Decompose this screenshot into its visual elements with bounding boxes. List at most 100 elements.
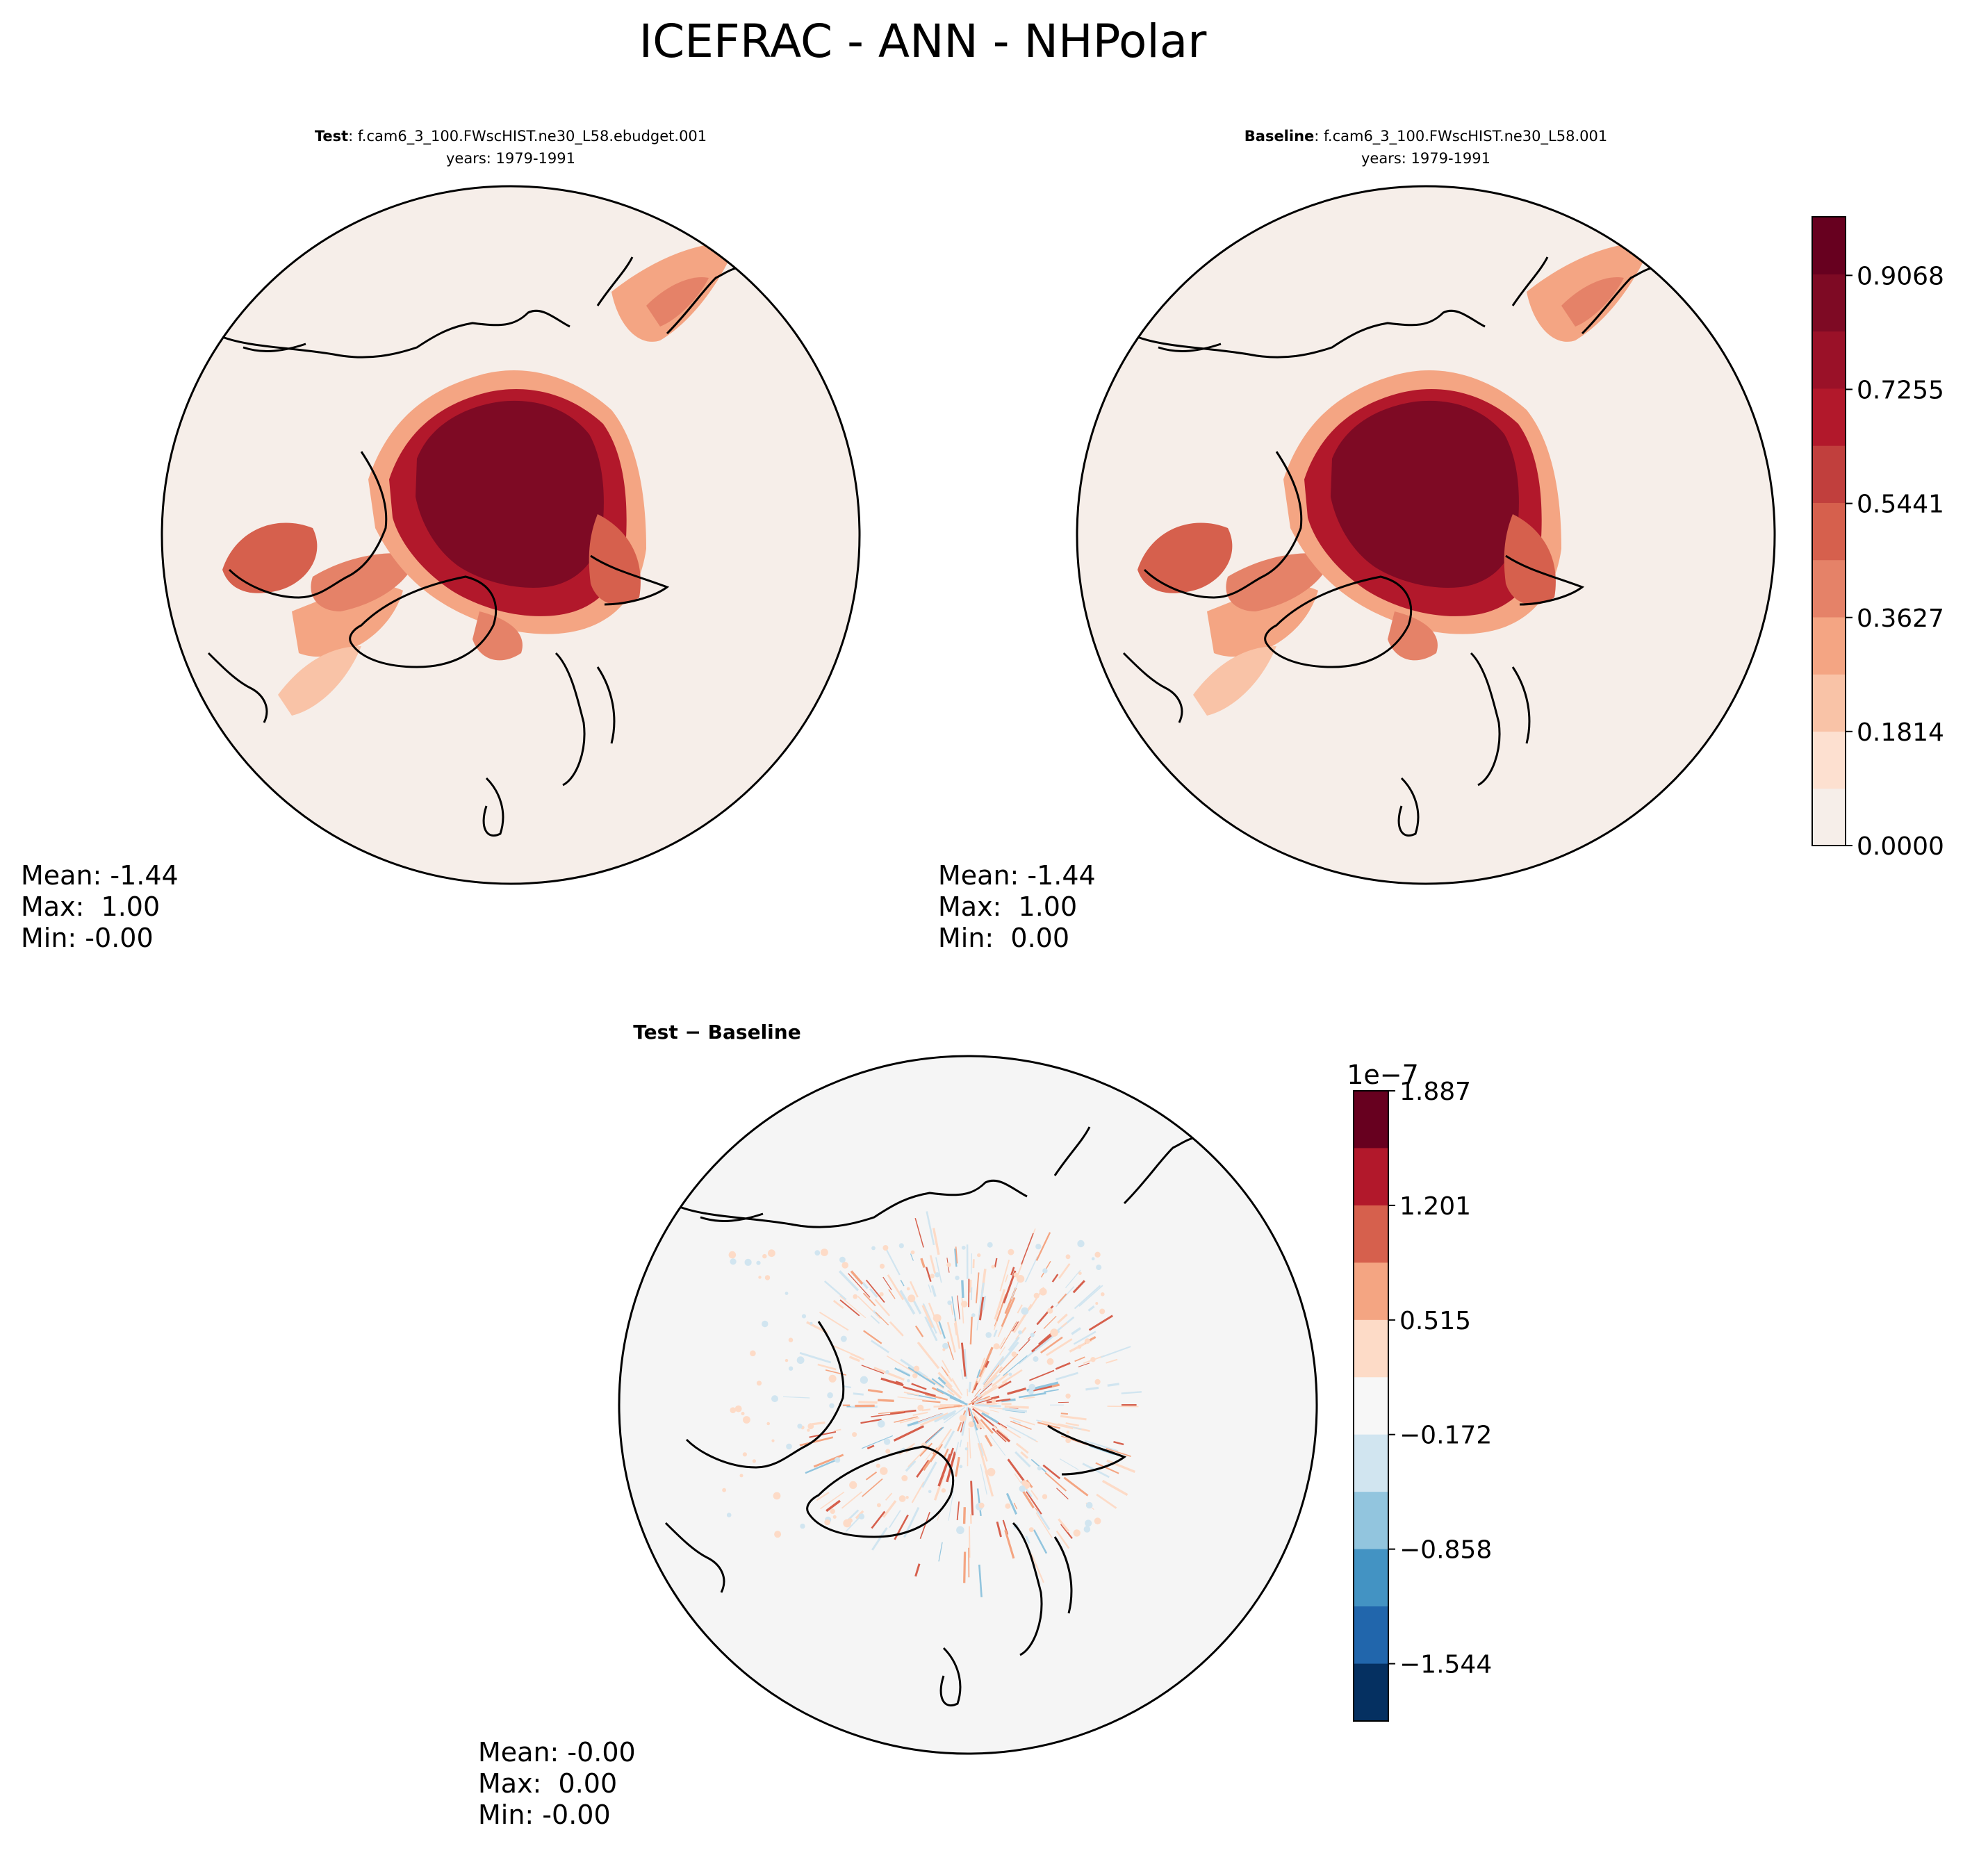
diff-streak <box>951 1378 963 1396</box>
diff-streak <box>920 1258 926 1268</box>
diff-speck <box>987 1467 996 1476</box>
colorbar-diff-swatch <box>1354 1663 1388 1722</box>
diff-streak <box>1107 1406 1139 1408</box>
colorbar-main-swatch <box>1812 331 1846 389</box>
diff-streak <box>936 1387 964 1404</box>
diff-speck <box>1065 1254 1071 1260</box>
canada-arctic-coast <box>228 451 388 599</box>
diff-streak <box>960 1369 964 1380</box>
diff-speck <box>955 1276 960 1280</box>
diff-speck <box>913 1365 920 1372</box>
diff-streak <box>1095 1462 1119 1474</box>
diff-streak <box>1004 1529 1015 1559</box>
diff-speck <box>726 1513 732 1517</box>
diff-streak <box>980 1419 994 1434</box>
diff-speck <box>1085 1338 1090 1344</box>
diff-speck <box>830 1508 835 1514</box>
diff-streak <box>861 1435 894 1449</box>
diff-speck <box>941 1488 946 1493</box>
diff-streak <box>976 1488 982 1517</box>
diff-speck <box>730 1258 737 1265</box>
diff-streak <box>820 1491 845 1510</box>
panel-test-title-label: Test <box>315 128 348 145</box>
colorbar-main-swatch <box>1812 674 1846 732</box>
diff-streak <box>932 1228 940 1255</box>
diff-streak <box>882 1500 897 1518</box>
diff-streak <box>782 1396 810 1399</box>
diff-streak <box>971 1383 992 1403</box>
diff-streak <box>1001 1369 1023 1384</box>
diff-streak <box>984 1360 989 1368</box>
diff-speck <box>910 1250 915 1255</box>
diff-streak <box>942 1360 951 1374</box>
diff-streak <box>853 1392 864 1396</box>
scandinavia-coast <box>1470 652 1531 787</box>
colorbar-diff-tick-label: −0.172 <box>1399 1422 1492 1450</box>
diff-speck <box>906 1287 910 1291</box>
diff-streak <box>1056 1488 1069 1500</box>
diff-streak <box>889 1409 917 1415</box>
diff-streak <box>972 1408 998 1429</box>
diff-streak <box>865 1471 878 1481</box>
diff-speck <box>968 1421 975 1428</box>
greenland-sea-ice <box>473 611 523 661</box>
diff-streak <box>1055 1362 1071 1370</box>
diff-speck <box>758 1276 762 1279</box>
diff-streak <box>978 1296 985 1321</box>
colorbar-main-swatch <box>1812 388 1846 446</box>
map-baseline <box>1077 186 1775 884</box>
diff-streak <box>889 1510 901 1529</box>
diff-streak <box>1005 1492 1017 1515</box>
diff-speck <box>1073 1529 1081 1537</box>
diff-speck <box>1042 1268 1048 1274</box>
diff-streak <box>865 1279 885 1303</box>
diff-streak <box>996 1521 1002 1538</box>
diff-speck <box>788 1337 794 1342</box>
diff-streak <box>975 1272 980 1303</box>
diff-streak <box>1060 1524 1073 1539</box>
diff-speck <box>930 1274 935 1278</box>
diff-streak <box>970 1481 974 1516</box>
diff-speck <box>959 1415 967 1422</box>
diff-streak <box>874 1299 891 1317</box>
diff-streak <box>799 1436 834 1447</box>
panel-diff-min: Min: -0.00 <box>478 1800 611 1830</box>
colorbar-diff-tick-label: 1.201 <box>1399 1192 1471 1221</box>
panel-baseline-years: years: 1979-1991 <box>1361 150 1490 167</box>
diff-streak <box>1030 1385 1053 1392</box>
diff-streak <box>893 1425 924 1442</box>
diff-streak <box>985 1470 994 1497</box>
diff-speck <box>773 1492 781 1500</box>
diff-streak <box>1012 1321 1019 1332</box>
colorbar-main-swatch <box>1812 445 1846 503</box>
diff-streak <box>1002 1408 1027 1413</box>
diff-streak <box>1012 1303 1033 1333</box>
diff-speck <box>752 1459 756 1463</box>
diff-speck <box>883 1438 891 1445</box>
colorbar-diff-swatch <box>1354 1091 1388 1149</box>
diff-speck <box>771 1439 775 1442</box>
diff-speck <box>960 1301 968 1308</box>
colorbar-main-swatch <box>1812 788 1846 846</box>
barents-ice <box>1504 514 1556 605</box>
diff-streak <box>895 1381 903 1385</box>
siberia-coast <box>222 309 570 359</box>
diff-streak <box>1041 1420 1074 1430</box>
diff-streak <box>1071 1327 1081 1335</box>
diff-streak <box>973 1423 984 1456</box>
colorbar-diff-ticks: 1.887 1.201 0.515 −0.172 −0.858 −1.544 <box>1388 1078 1492 1679</box>
diff-streak <box>870 1315 880 1324</box>
diff-streak <box>809 1431 837 1438</box>
diff-streak <box>894 1367 911 1377</box>
labrador-coast <box>664 1522 725 1593</box>
coastlines <box>207 256 748 837</box>
diff-speck <box>876 1463 880 1468</box>
diff-streak <box>999 1337 1006 1349</box>
diff-streak <box>1046 1338 1073 1356</box>
diff-speck <box>828 1374 837 1383</box>
diff-streak <box>1015 1442 1029 1454</box>
diff-speck <box>728 1251 737 1259</box>
diff-streak <box>978 1346 994 1378</box>
diff-streak <box>937 1319 946 1339</box>
diff-streak <box>1044 1472 1067 1492</box>
